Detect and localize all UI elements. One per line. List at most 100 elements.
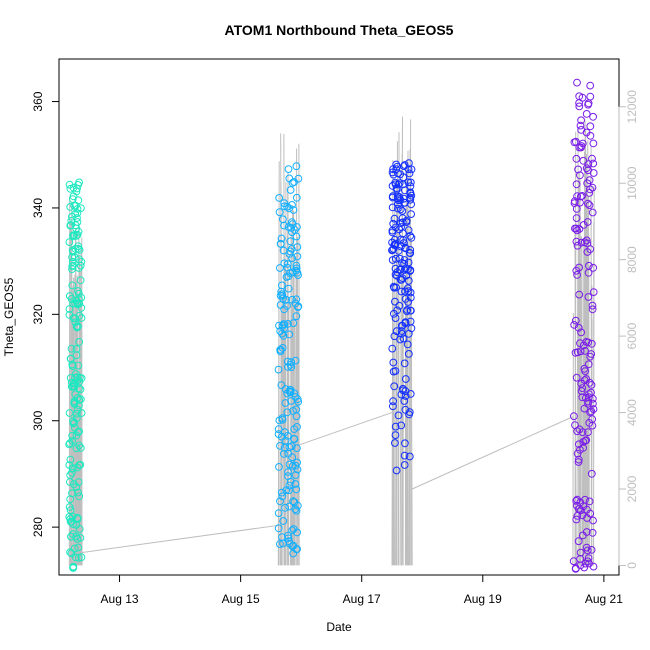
data-point bbox=[291, 480, 300, 488]
data-point bbox=[68, 431, 77, 440]
data-point bbox=[400, 359, 409, 368]
data-point bbox=[72, 345, 81, 353]
data-point bbox=[587, 469, 596, 478]
data-point bbox=[66, 478, 74, 486]
y-tick-label: 360 bbox=[31, 91, 45, 111]
data-point bbox=[575, 505, 584, 513]
data-point bbox=[391, 235, 399, 244]
data-point bbox=[575, 290, 584, 299]
data-point bbox=[572, 214, 581, 223]
data-point bbox=[581, 436, 590, 445]
data-point bbox=[584, 160, 593, 169]
data-point bbox=[582, 128, 591, 137]
data-point bbox=[573, 226, 581, 235]
data-point bbox=[578, 139, 587, 148]
data-point bbox=[279, 331, 288, 340]
data-point bbox=[74, 181, 82, 189]
data-point bbox=[69, 192, 78, 201]
data-point bbox=[73, 406, 82, 414]
data-point bbox=[587, 350, 596, 358]
data-point bbox=[406, 193, 415, 202]
data-point bbox=[401, 375, 410, 383]
data-point bbox=[276, 540, 284, 548]
data-point bbox=[292, 485, 301, 494]
data-point bbox=[589, 263, 598, 272]
data-point bbox=[396, 335, 405, 344]
data-point bbox=[390, 382, 399, 391]
data-point bbox=[586, 408, 594, 417]
data-point bbox=[293, 444, 301, 453]
data-point bbox=[66, 548, 74, 557]
data-point bbox=[75, 461, 84, 470]
data-point bbox=[280, 259, 289, 268]
data-point bbox=[390, 332, 399, 341]
data-point bbox=[406, 232, 415, 240]
data-point bbox=[74, 287, 82, 295]
data-point bbox=[284, 468, 292, 476]
data-point bbox=[283, 260, 292, 268]
x-tick-label: Aug 19 bbox=[464, 592, 502, 606]
data-point bbox=[276, 497, 284, 506]
data-point bbox=[67, 354, 75, 363]
data-point bbox=[578, 393, 587, 402]
data-point bbox=[69, 232, 78, 241]
data-point bbox=[577, 116, 585, 125]
data-point bbox=[274, 425, 283, 434]
data-point bbox=[405, 410, 414, 419]
data-point bbox=[405, 452, 414, 461]
data-point bbox=[291, 356, 300, 365]
data-point bbox=[67, 295, 76, 303]
data-point bbox=[286, 360, 295, 369]
data-point bbox=[278, 533, 286, 541]
data-point bbox=[401, 318, 410, 327]
data-point bbox=[71, 390, 80, 399]
data-point bbox=[578, 511, 587, 520]
data-point bbox=[283, 408, 292, 417]
data-point bbox=[72, 444, 81, 453]
data-point bbox=[285, 486, 293, 495]
data-point bbox=[391, 297, 399, 306]
data-point bbox=[278, 281, 286, 290]
data-point bbox=[285, 443, 294, 452]
data-point bbox=[69, 564, 78, 572]
data-point bbox=[388, 203, 397, 212]
data-point bbox=[280, 443, 289, 452]
data-point bbox=[76, 261, 85, 270]
data-point bbox=[584, 293, 593, 301]
data-point bbox=[68, 437, 77, 445]
data-point bbox=[584, 397, 593, 406]
data-point bbox=[397, 421, 406, 430]
data-point bbox=[397, 327, 406, 335]
data-point bbox=[66, 203, 75, 211]
data-point bbox=[284, 320, 292, 328]
data-point bbox=[290, 435, 299, 444]
data-point bbox=[406, 189, 415, 198]
data-point bbox=[291, 393, 300, 401]
data-point bbox=[74, 543, 83, 552]
data-point bbox=[289, 319, 298, 328]
data-point bbox=[584, 268, 593, 277]
data-point bbox=[582, 164, 591, 173]
data-point bbox=[278, 415, 287, 424]
y-axis-label: Theta_GEOS5 bbox=[2, 277, 16, 356]
altitude-connector bbox=[411, 415, 574, 490]
x-tick-label: Aug 13 bbox=[101, 592, 139, 606]
data-point bbox=[280, 202, 289, 211]
data-point bbox=[275, 321, 283, 330]
data-point bbox=[572, 180, 581, 189]
data-point bbox=[76, 385, 85, 394]
data-point bbox=[281, 503, 290, 512]
data-point bbox=[587, 388, 595, 397]
data-point bbox=[283, 301, 291, 310]
data-point bbox=[75, 246, 84, 254]
data-point bbox=[404, 298, 413, 306]
data-point bbox=[71, 314, 79, 323]
data-point bbox=[71, 201, 80, 210]
data-point bbox=[397, 287, 406, 296]
data-point bbox=[571, 224, 579, 233]
y2-tick-label: 2000 bbox=[625, 475, 639, 502]
data-point bbox=[278, 432, 286, 441]
data-point bbox=[284, 165, 293, 174]
data-point bbox=[404, 329, 413, 338]
